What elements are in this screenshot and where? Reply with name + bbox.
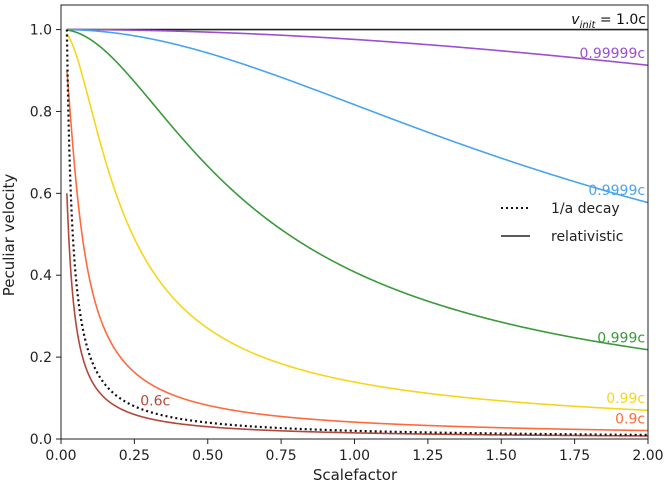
y-tick-label: 0.2 bbox=[30, 350, 52, 366]
y-tick-label: 0.8 bbox=[30, 104, 52, 120]
x-tick-label: 1.50 bbox=[486, 448, 517, 464]
y-tick-label: 0.4 bbox=[30, 268, 52, 284]
y-axis-title: Peculiar velocity bbox=[0, 174, 18, 297]
series-label: 0.9999c bbox=[588, 183, 645, 199]
x-tick-label: 2.00 bbox=[632, 448, 663, 464]
legend-label-decay: 1/a decay bbox=[551, 201, 620, 217]
plot-frame bbox=[60, 4, 649, 440]
x-tick-label: 1.00 bbox=[339, 448, 370, 464]
legend: 1/a decay relativistic bbox=[501, 201, 623, 245]
v-init-rest: = 1.0c bbox=[595, 12, 646, 28]
labels-layer: 0.99999c 0.9999c 0.999c 0.99c 0.9c 0.6c bbox=[140, 46, 645, 428]
series-label: 0.999c bbox=[597, 330, 645, 346]
legend-label-relativistic: relativistic bbox=[551, 229, 623, 245]
series-line-0-9c bbox=[66, 70, 649, 432]
x-tick-label: 1.75 bbox=[559, 448, 590, 464]
x-tick-label: 0.50 bbox=[192, 448, 223, 464]
x-tick-label: 0.25 bbox=[119, 448, 150, 464]
v-init-var: v bbox=[571, 12, 580, 28]
series-line-0-6c bbox=[66, 193, 649, 437]
y-tick-label: 0.0 bbox=[30, 432, 52, 448]
ticks-layer: 0.00 0.25 0.50 0.75 1.00 1.25 1.50 1.75 2.00 0.0 0… bbox=[30, 23, 664, 464]
y-tick-label: 1.0 bbox=[30, 23, 52, 39]
series-layer bbox=[65, 28, 649, 437]
series-line-0-99999c bbox=[66, 28, 649, 67]
series-label: 0.6c bbox=[140, 393, 170, 409]
series-label: 0.9c bbox=[615, 412, 645, 428]
x-tick-label: 0.75 bbox=[266, 448, 297, 464]
series-label: 0.99999c bbox=[579, 46, 645, 62]
series-label: 0.99c bbox=[606, 391, 645, 407]
series-line-0-99c bbox=[66, 33, 649, 412]
x-tick-label: 1.25 bbox=[412, 448, 443, 464]
v-init-sub: init bbox=[580, 20, 597, 31]
v-init-label: vinit = 1.0c bbox=[571, 12, 646, 31]
series-line-0-9999c bbox=[66, 28, 649, 204]
x-tick-label: 0.00 bbox=[45, 448, 76, 464]
series-line-0-999c bbox=[66, 29, 649, 351]
series-line-1-a-decay bbox=[65, 29, 649, 437]
x-axis-title: Scalefactor bbox=[313, 466, 398, 484]
y-tick-label: 0.6 bbox=[30, 186, 52, 202]
